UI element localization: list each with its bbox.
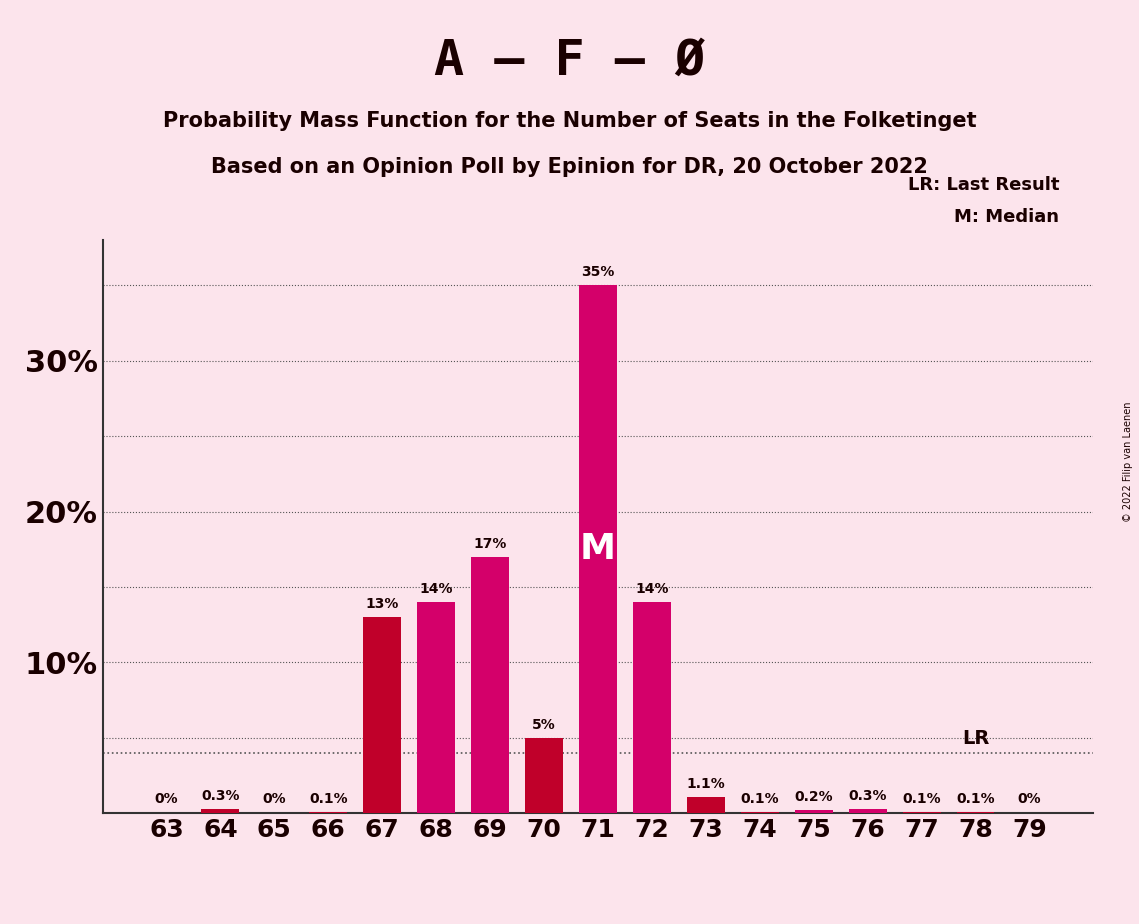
Text: 0.1%: 0.1%	[902, 792, 941, 806]
Bar	[633, 602, 671, 813]
Text: 1.1%: 1.1%	[687, 776, 726, 791]
Bar	[472, 557, 509, 813]
Text: 0.2%: 0.2%	[794, 790, 833, 804]
Text: LR: Last Result: LR: Last Result	[908, 176, 1059, 193]
Text: 35%: 35%	[581, 265, 615, 279]
Text: 14%: 14%	[419, 582, 453, 596]
Bar	[957, 811, 994, 813]
Bar	[687, 796, 724, 813]
Text: 14%: 14%	[636, 582, 669, 596]
Text: 0.1%: 0.1%	[740, 792, 779, 806]
Bar	[741, 811, 779, 813]
Bar	[903, 811, 941, 813]
Text: © 2022 Filip van Laenen: © 2022 Filip van Laenen	[1123, 402, 1133, 522]
Text: 0%: 0%	[1018, 792, 1041, 806]
Text: 13%: 13%	[366, 597, 399, 611]
Text: 0%: 0%	[155, 792, 178, 806]
Text: Based on an Opinion Poll by Epinion for DR, 20 October 2022: Based on an Opinion Poll by Epinion for …	[211, 157, 928, 177]
Text: Probability Mass Function for the Number of Seats in the Folketinget: Probability Mass Function for the Number…	[163, 111, 976, 131]
Text: 0%: 0%	[262, 792, 286, 806]
Text: 17%: 17%	[474, 537, 507, 551]
Bar	[579, 286, 617, 813]
Text: A – F – Ø: A – F – Ø	[434, 37, 705, 85]
Text: 0.3%: 0.3%	[202, 788, 239, 803]
Text: LR: LR	[962, 729, 990, 748]
Text: 0.1%: 0.1%	[957, 792, 994, 806]
Text: 5%: 5%	[532, 718, 556, 732]
Text: M: Median: M: Median	[954, 208, 1059, 225]
Bar	[310, 811, 347, 813]
Bar	[363, 617, 401, 813]
Text: 0.1%: 0.1%	[309, 792, 347, 806]
Text: M: M	[580, 532, 616, 566]
Text: 0.3%: 0.3%	[849, 788, 887, 803]
Bar	[202, 808, 239, 813]
Bar	[525, 737, 563, 813]
Bar	[795, 810, 833, 813]
Bar	[417, 602, 454, 813]
Bar	[849, 808, 886, 813]
